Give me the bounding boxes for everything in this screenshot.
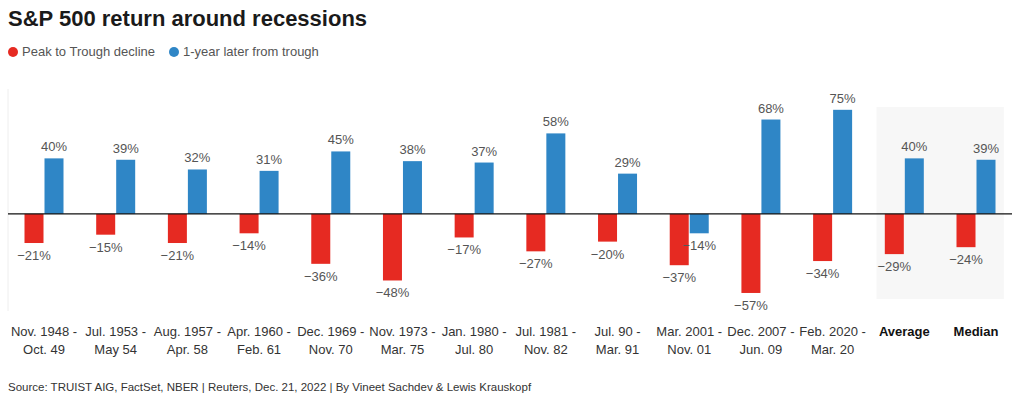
data-label: 58% — [543, 114, 569, 129]
data-label: −36% — [304, 269, 338, 284]
category-label: Aug. 1957 -Apr. 58 — [154, 324, 221, 357]
bar — [455, 214, 474, 238]
source: Source: TRUIST AIG, FactSet, NBER | Reut… — [8, 381, 532, 393]
bar — [331, 151, 350, 213]
category-label: Apr. 1960 -Feb. 61 — [227, 324, 291, 357]
data-label: 40% — [901, 139, 927, 154]
data-label: 39% — [113, 141, 139, 156]
bar — [116, 160, 135, 214]
data-label: 39% — [973, 141, 999, 156]
category-label: Jan. 1980 -Jul. 80 — [442, 324, 507, 357]
bar — [833, 110, 852, 214]
chart: S&P 500 return around recessions Peak to … — [0, 0, 1024, 400]
bar — [885, 214, 904, 254]
data-label: −27% — [519, 256, 553, 271]
bar — [957, 214, 976, 247]
summary-highlight — [876, 107, 1003, 299]
legend-label: Peak to Trough decline — [22, 44, 155, 59]
legend-swatch — [8, 47, 18, 57]
data-label: 40% — [41, 139, 67, 154]
bar — [403, 161, 422, 214]
data-label: 37% — [471, 144, 497, 159]
category-label: Nov. 1948 -Oct. 49 — [11, 324, 77, 357]
data-label: −48% — [376, 285, 410, 300]
y-axis-line — [8, 89, 9, 311]
data-label: −29% — [877, 259, 911, 274]
bar — [690, 214, 709, 233]
data-label: −17% — [447, 242, 481, 257]
legend-label: 1-year later from trough — [183, 44, 319, 59]
bar — [45, 158, 64, 214]
bar — [761, 120, 780, 214]
bar — [25, 214, 44, 243]
data-label: 68% — [758, 101, 784, 116]
bar — [546, 133, 565, 213]
bars — [25, 110, 996, 293]
bar — [977, 160, 996, 214]
bar — [905, 158, 924, 214]
category-label: Jul. 1981 -Nov. 82 — [515, 324, 576, 357]
data-label: −20% — [591, 247, 625, 262]
data-label: 29% — [615, 155, 641, 170]
bar — [618, 174, 637, 214]
data-label: 31% — [256, 152, 282, 167]
data-label: 45% — [328, 132, 354, 147]
category-label: Jul. 90 -Mar. 91 — [594, 324, 640, 357]
bar — [260, 171, 279, 214]
category-label: Dec. 2007 -Jun. 09 — [727, 324, 794, 357]
data-label: −15% — [89, 240, 123, 255]
bar — [168, 214, 187, 243]
bar — [741, 214, 760, 293]
data-label: −14% — [232, 238, 266, 253]
bar — [813, 214, 832, 261]
data-label: −34% — [806, 266, 840, 281]
category-label: Feb. 2020 -Mar. 20 — [799, 324, 866, 357]
data-label: 75% — [830, 91, 856, 106]
category-label: Median — [954, 324, 999, 339]
bar — [188, 169, 207, 213]
category-label: Average — [879, 324, 930, 339]
data-label: 38% — [399, 142, 425, 157]
bar — [526, 214, 545, 251]
bar — [240, 214, 259, 233]
data-label: −24% — [949, 252, 983, 267]
data-label: −21% — [17, 248, 51, 263]
bar — [96, 214, 115, 235]
category-label: Dec. 1969 -Nov. 70 — [297, 324, 364, 357]
data-label: −57% — [734, 298, 768, 313]
bar — [598, 214, 617, 242]
data-label: 32% — [184, 150, 210, 165]
bar — [475, 163, 494, 214]
data-label: −21% — [161, 248, 195, 263]
category-label: Nov. 1973 -Mar. 75 — [369, 324, 435, 357]
bar — [383, 214, 402, 281]
title: S&P 500 return around recessions — [8, 6, 367, 31]
category-label: Jul. 1953 -May 54 — [85, 324, 146, 357]
baseline — [8, 213, 1012, 214]
bar — [311, 214, 330, 264]
data-label: −14% — [682, 238, 716, 253]
data-label: −37% — [662, 270, 696, 285]
category-label: Mar. 2001 -Nov. 01 — [656, 324, 722, 357]
legend-swatch — [169, 47, 179, 57]
